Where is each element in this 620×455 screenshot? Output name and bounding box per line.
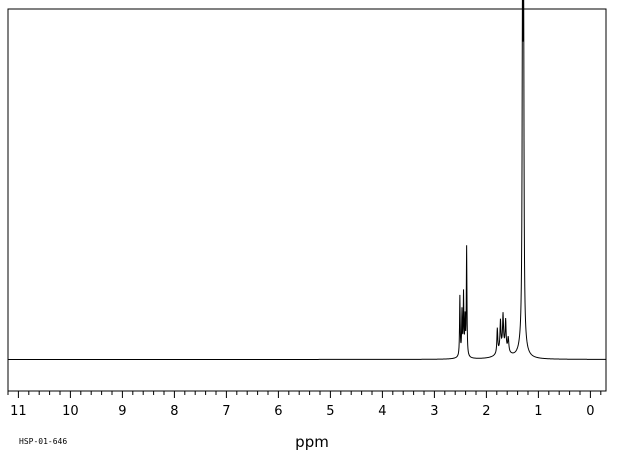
x-axis-title: ppm xyxy=(295,433,329,451)
spectrum-line xyxy=(8,0,606,360)
plot-frame xyxy=(7,8,607,392)
x-tick-label: 10 xyxy=(62,404,79,419)
x-tick-label: 11 xyxy=(10,404,27,419)
x-tick-label: 1 xyxy=(534,404,542,419)
x-tick-label: 0 xyxy=(586,404,594,419)
x-tick-label: 8 xyxy=(170,404,178,419)
spectrum-series xyxy=(8,0,606,360)
x-tick-label: 9 xyxy=(118,404,126,419)
x-tick-label: 3 xyxy=(430,404,438,419)
x-tick-label: 7 xyxy=(222,404,230,419)
sample-id-label: HSP-01-646 xyxy=(19,437,67,446)
x-tick-label: 5 xyxy=(326,404,334,419)
x-tick-label: 4 xyxy=(378,404,386,419)
x-tick-label: 6 xyxy=(274,404,282,419)
x-axis: 11 10 9 8 7 6 5 4 3 2 1 0 xyxy=(7,390,606,419)
x-tick-label: 2 xyxy=(482,404,490,419)
